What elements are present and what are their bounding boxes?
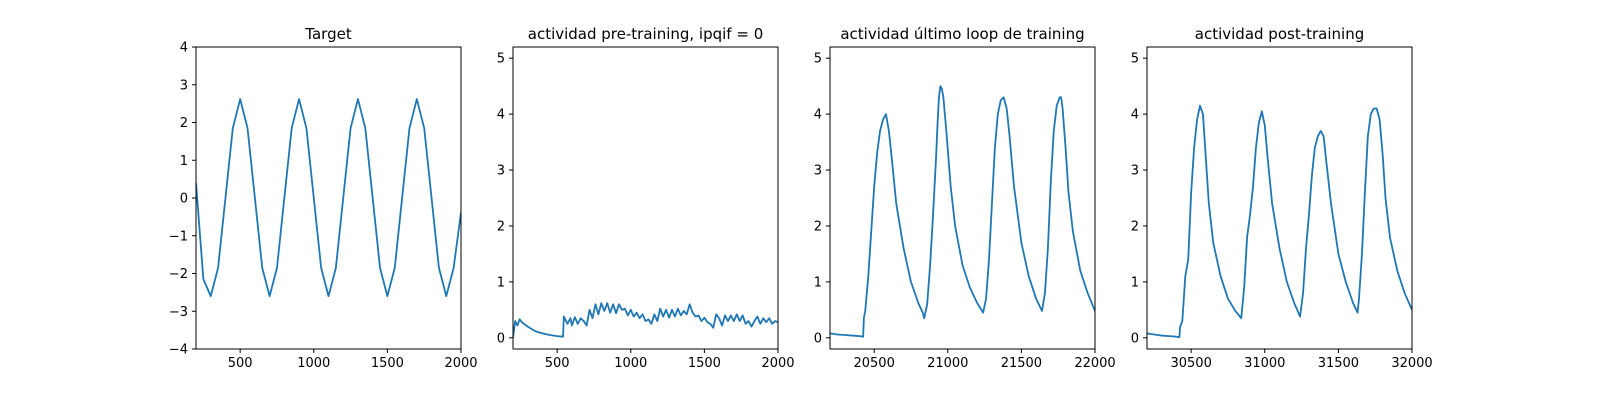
y-tick-label: 1 <box>814 275 822 290</box>
y-tick-label: 4 <box>497 108 505 123</box>
x-tick-label: 1500 <box>688 356 721 371</box>
y-tick-label: 2 <box>814 219 822 234</box>
y-tick-label: 2 <box>1131 219 1139 234</box>
y-tick-label: 0 <box>1131 331 1139 346</box>
x-tick-label: 22000 <box>1074 356 1115 371</box>
y-tick-label: 0 <box>497 331 505 346</box>
panel-4: 30500 31000 31500 32000 0 1 2 3 4 5 actividad post… <box>1131 25 1433 371</box>
x-tick-label: 32000 <box>1391 356 1432 371</box>
y-tick-label: 5 <box>1131 52 1139 67</box>
y-tick-label: 3 <box>497 164 505 179</box>
y-tick-label: 4 <box>180 41 188 56</box>
axes-frame <box>195 46 462 350</box>
y-tick-label: 5 <box>814 52 822 67</box>
x-tick-label: 1000 <box>614 356 647 371</box>
panel-2: 500 1000 1500 2000 0 1 2 3 4 5 actividad pre-train… <box>497 25 795 371</box>
x-tick-label: 21500 <box>1001 356 1042 371</box>
y-tick-label: 4 <box>814 108 822 123</box>
x-tick-label: 30500 <box>1170 356 1211 371</box>
x-tick-label: 500 <box>545 356 570 371</box>
panel-1: 500 1000 1500 2000 −4 −3 −2 −1 0 1 2 3 4 Target <box>169 25 478 371</box>
y-tick-label: 1 <box>1131 275 1139 290</box>
chart-title: Target <box>304 25 352 43</box>
axes-frame <box>512 46 779 350</box>
panel-3: 20500 21000 21500 22000 0 1 2 3 4 5 actividad últi… <box>814 25 1116 371</box>
y-tick-label: 4 <box>1131 108 1139 123</box>
x-tick-label: 20500 <box>853 356 894 371</box>
series-line-2-1 <box>513 302 778 338</box>
axes-frame <box>1146 46 1413 350</box>
series-line-3-1 <box>830 85 1095 338</box>
y-tick-label: −4 <box>169 343 188 358</box>
y-tick-label: 2 <box>497 219 505 234</box>
y-tick-label: −1 <box>169 229 188 244</box>
x-tick-label: 21000 <box>927 356 968 371</box>
x-tick-label: 2000 <box>444 356 477 371</box>
x-tick-label: 2000 <box>761 356 794 371</box>
x-tick-label: 31000 <box>1244 356 1285 371</box>
x-tick-label: 1000 <box>297 356 330 371</box>
x-tick-label: 1500 <box>371 356 404 371</box>
y-tick-label: 1 <box>497 275 505 290</box>
y-tick-label: −2 <box>169 267 188 282</box>
y-tick-label: 1 <box>180 154 188 169</box>
y-tick-label: 2 <box>180 116 188 131</box>
axes-frame <box>829 46 1096 350</box>
y-tick-label: 5 <box>497 52 505 67</box>
y-tick-label: 3 <box>180 78 188 93</box>
y-tick-label: 0 <box>814 331 822 346</box>
x-tick-label: 31500 <box>1318 356 1359 371</box>
y-tick-label: −3 <box>169 305 188 320</box>
chart-title: actividad post-training <box>1195 25 1364 43</box>
y-tick-label: 0 <box>180 192 188 207</box>
series-line-4-1 <box>1147 104 1412 339</box>
series-line-1-1 <box>196 98 461 298</box>
chart-title: actividad último loop de training <box>840 25 1084 43</box>
chart-title: actividad pre-training, ipqif = 0 <box>528 25 764 43</box>
y-tick-label: 3 <box>814 164 822 179</box>
y-tick-label: 3 <box>1131 164 1139 179</box>
x-tick-label: 500 <box>228 356 253 371</box>
